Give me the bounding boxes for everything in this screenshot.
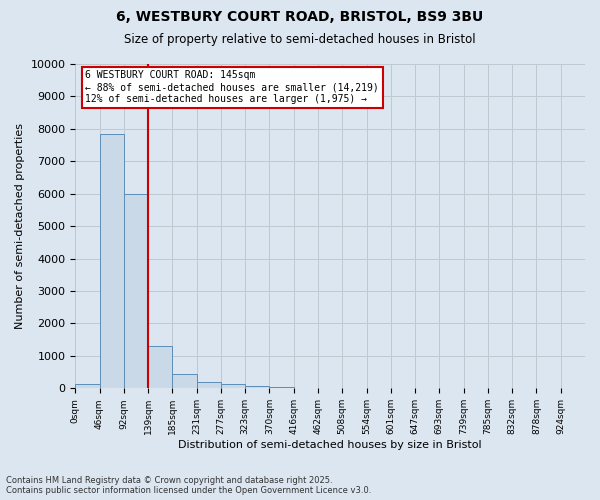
Bar — [172, 374, 197, 388]
Y-axis label: Number of semi-detached properties: Number of semi-detached properties — [15, 123, 25, 329]
Bar — [148, 346, 172, 389]
Bar — [100, 134, 124, 388]
Text: 6, WESTBURY COURT ROAD, BRISTOL, BS9 3BU: 6, WESTBURY COURT ROAD, BRISTOL, BS9 3BU — [116, 10, 484, 24]
Bar — [221, 384, 245, 388]
Bar — [269, 387, 294, 388]
Bar — [245, 386, 269, 388]
Bar — [124, 194, 148, 388]
Bar — [197, 382, 221, 388]
X-axis label: Distribution of semi-detached houses by size in Bristol: Distribution of semi-detached houses by … — [178, 440, 482, 450]
Bar — [75, 384, 100, 388]
Text: 6 WESTBURY COURT ROAD: 145sqm
← 88% of semi-detached houses are smaller (14,219): 6 WESTBURY COURT ROAD: 145sqm ← 88% of s… — [85, 70, 379, 104]
Text: Contains HM Land Registry data © Crown copyright and database right 2025.
Contai: Contains HM Land Registry data © Crown c… — [6, 476, 371, 495]
Text: Size of property relative to semi-detached houses in Bristol: Size of property relative to semi-detach… — [124, 32, 476, 46]
